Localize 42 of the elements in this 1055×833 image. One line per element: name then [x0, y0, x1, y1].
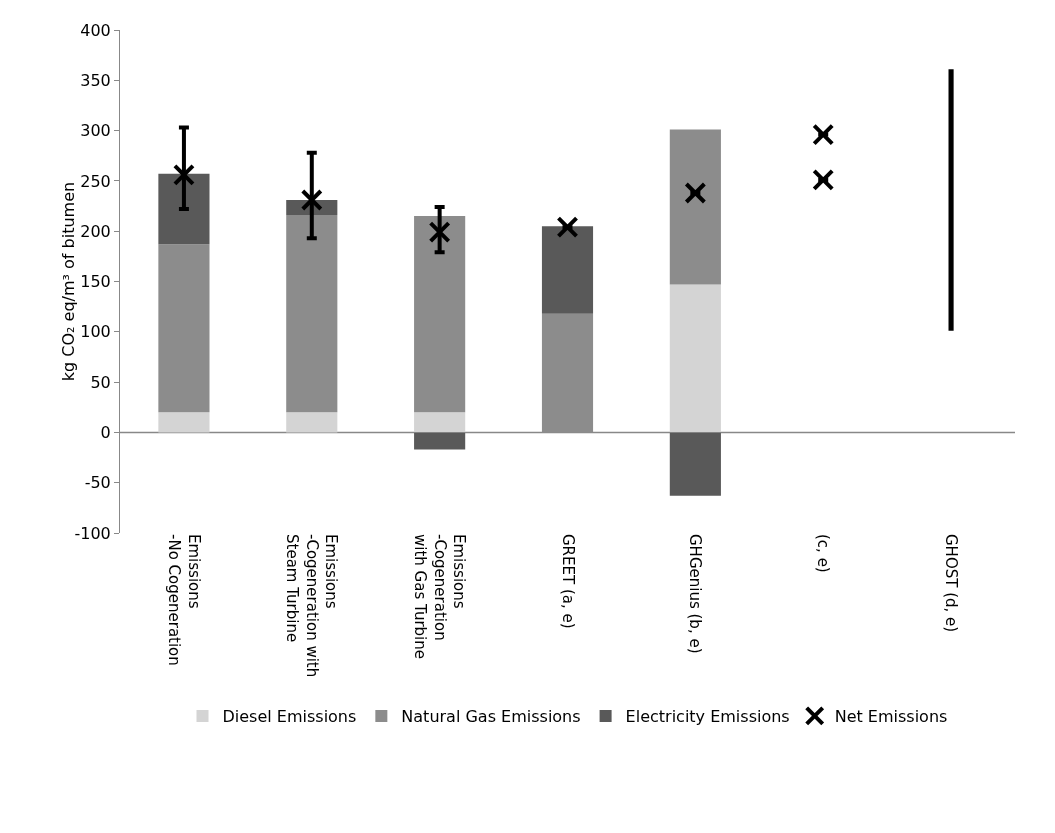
point — [684, 181, 707, 204]
bar — [414, 412, 466, 433]
bar — [669, 284, 721, 433]
bar — [286, 215, 338, 413]
y-tick-label: 300 — [80, 121, 111, 141]
y-tick-label: 100 — [80, 322, 111, 342]
y-tick-label: 250 — [80, 171, 111, 191]
y-tick-label: 350 — [80, 70, 111, 90]
point — [556, 216, 579, 239]
bar — [286, 412, 338, 433]
y-tick-label: 200 — [80, 221, 111, 241]
legend-label: Electricity Emissions — [625, 707, 790, 727]
point — [172, 163, 195, 186]
bar — [541, 226, 594, 314]
bar — [669, 432, 721, 496]
x-tick-label: (c, e) — [814, 534, 833, 573]
y-tick-label: 50 — [90, 372, 111, 392]
point — [812, 123, 835, 146]
y-tick-label: -50 — [84, 473, 111, 493]
bar — [669, 129, 721, 285]
y-tick-label: 400 — [80, 20, 111, 40]
legend-label: Net Emissions — [834, 707, 948, 727]
bar — [158, 173, 210, 245]
bar — [158, 412, 210, 433]
y-tick-label: 0 — [100, 423, 111, 442]
x-tick-label: GREET (a, e) — [558, 534, 577, 629]
point — [300, 189, 323, 212]
bar — [414, 432, 466, 450]
bar — [948, 69, 954, 331]
point — [428, 221, 451, 244]
legend-label: Natural Gas Emissions — [401, 707, 581, 727]
x-tick-label: Emissions -Cogeneration with Steam Turbine — [283, 534, 341, 678]
y-tick-label: -100 — [74, 523, 111, 543]
legend-label: Diesel Emissions — [222, 707, 357, 727]
x-tick-label: GHGenius (b, e) — [686, 534, 705, 654]
x-tick-label: Emissions -No Cogeneration — [165, 534, 203, 666]
bar — [414, 216, 466, 413]
y-tick-label: 150 — [80, 272, 111, 292]
y-axis-title: kg CO₂ eq/m³ of bitumen — [59, 181, 79, 382]
x-tick-label: Emissions -Cogeneration with Gas Turbine — [411, 534, 469, 659]
x-tick-label: GHOST (d, e) — [942, 534, 961, 633]
bar — [158, 244, 210, 413]
